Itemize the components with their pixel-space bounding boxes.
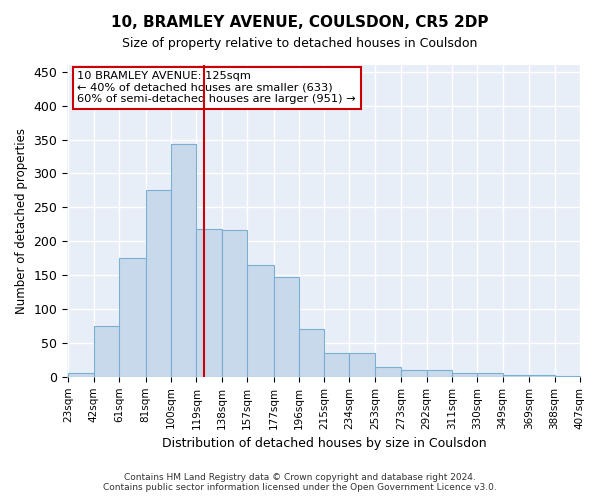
Bar [427,370,452,377]
Bar [299,330,324,377]
Bar [119,258,146,377]
Bar [247,265,274,377]
Bar [171,144,196,377]
Text: Size of property relative to detached houses in Coulsdon: Size of property relative to detached ho… [122,38,478,51]
Bar [196,229,221,377]
Bar [94,326,119,377]
Bar [221,230,247,377]
Bar [349,353,375,377]
Bar [274,277,299,377]
Bar [452,374,478,377]
Bar [146,190,171,377]
Text: 10, BRAMLEY AVENUE, COULSDON, CR5 2DP: 10, BRAMLEY AVENUE, COULSDON, CR5 2DP [111,15,489,30]
Bar [324,353,349,377]
Bar [401,370,427,377]
Y-axis label: Number of detached properties: Number of detached properties [15,128,28,314]
Bar [529,376,554,377]
Text: Contains HM Land Registry data © Crown copyright and database right 2024.
Contai: Contains HM Land Registry data © Crown c… [103,473,497,492]
X-axis label: Distribution of detached houses by size in Coulsdon: Distribution of detached houses by size … [162,437,487,450]
Text: 10 BRAMLEY AVENUE: 125sqm
← 40% of detached houses are smaller (633)
60% of semi: 10 BRAMLEY AVENUE: 125sqm ← 40% of detac… [77,71,356,104]
Bar [503,376,529,377]
Bar [375,366,401,377]
Bar [478,374,503,377]
Bar [68,374,94,377]
Bar [554,376,580,377]
